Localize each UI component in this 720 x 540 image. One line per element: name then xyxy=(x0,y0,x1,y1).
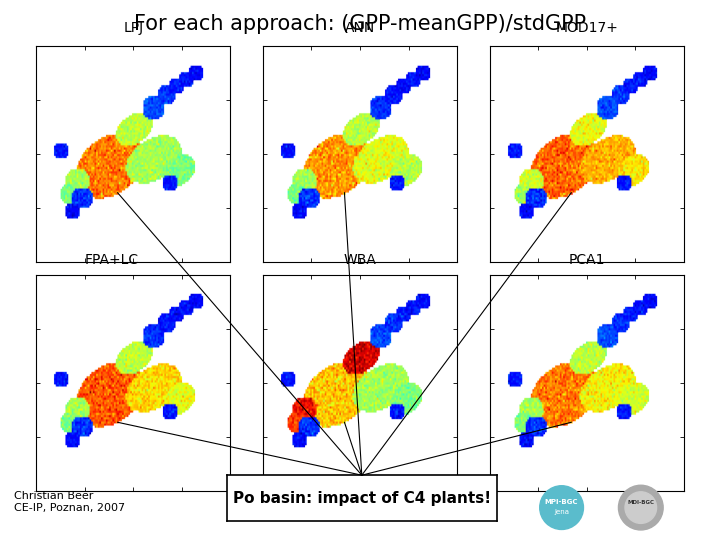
Text: Jena: Jena xyxy=(554,509,569,516)
Circle shape xyxy=(618,485,663,530)
Circle shape xyxy=(540,486,583,529)
Circle shape xyxy=(625,492,657,523)
Text: FPA+LC: FPA+LC xyxy=(84,253,139,267)
Text: MPI-BGC: MPI-BGC xyxy=(545,498,578,504)
Text: ANN: ANN xyxy=(345,21,375,35)
Text: WBA: WBA xyxy=(343,253,377,267)
Text: LPJ: LPJ xyxy=(123,21,143,35)
Text: Po basin: impact of C4 plants!: Po basin: impact of C4 plants! xyxy=(233,491,491,505)
Text: MDI-BGC: MDI-BGC xyxy=(627,500,654,505)
Text: MOD17+: MOD17+ xyxy=(555,21,618,35)
Text: For each approach: (GPP-meanGPP)/stdGPP: For each approach: (GPP-meanGPP)/stdGPP xyxy=(134,14,586,33)
Text: PCA1: PCA1 xyxy=(569,253,605,267)
Text: Christian Beer
CE-IP, Poznan, 2007: Christian Beer CE-IP, Poznan, 2007 xyxy=(14,491,125,513)
